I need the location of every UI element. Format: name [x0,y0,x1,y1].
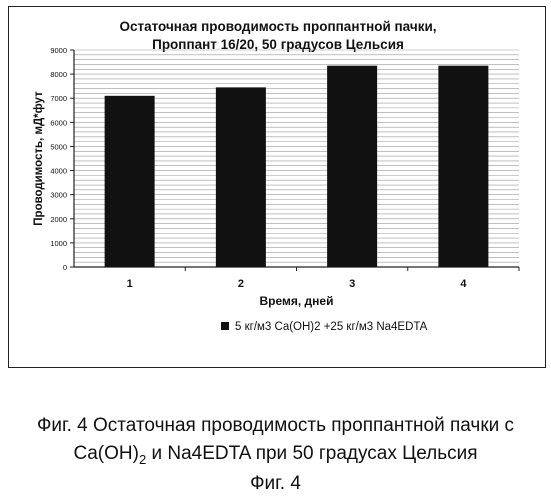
bar [105,96,155,267]
bar [216,87,266,267]
figure-caption-line-1: Фиг. 4 Остаточная проводимость проппантн… [0,413,551,439]
x-tick-label: 2 [238,278,244,290]
caption-formula: Ca(OH) [73,443,138,464]
y-tick-label: 2000 [50,215,67,224]
x-axis-label: Время, дней [260,294,334,308]
caption-text: и Na4EDTA при 50 градусах Цельсия [146,443,477,464]
y-tick-label: 4000 [50,167,67,176]
bar-chart: 0 1000 2000 3000 4000 5000 6000 7000 8000 9000 1 2 3… [9,7,547,369]
figure-number: Фиг. 4 [0,471,551,497]
y-tick-label: 5000 [50,142,67,151]
legend-swatch [221,322,229,330]
x-tick-label: 1 [127,278,133,290]
y-tick-label: 6000 [50,118,67,127]
bar [438,66,488,267]
y-tick-label: 9000 [50,46,67,55]
x-tick-label: 3 [349,278,355,290]
y-tick-label: 0 [63,263,67,272]
y-tick-label: 3000 [50,191,67,200]
chart-frame: Остаточная проводимость проппантной пачк… [8,6,546,368]
figure-caption-line-2: Ca(OH)2 и Na4EDTA при 50 градусах Цельси… [0,441,551,473]
y-tick-label: 8000 [50,70,67,79]
x-tick-label: 4 [460,278,467,290]
y-tick-label: 1000 [50,239,67,248]
bar [327,66,377,267]
legend-label: 5 кг/м3 Ca(OH)2 +25 кг/м3 Na4EDTA [235,321,428,333]
y-tick-label: 7000 [50,94,67,103]
y-axis-label: Проводимость, мД*фут [33,91,45,226]
